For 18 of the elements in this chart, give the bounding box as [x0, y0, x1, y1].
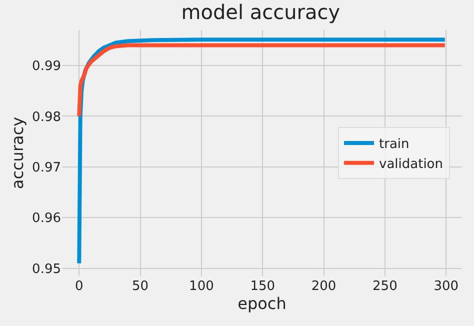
y-tick-label: 0.95	[32, 262, 61, 277]
line-series	[77, 43, 447, 118]
x-tick-label: 50	[132, 279, 149, 294]
legend-label: train	[379, 137, 410, 152]
x-tick-label: 100	[189, 279, 214, 294]
y-tick-label: 0.96	[32, 211, 61, 226]
y-tick-label: 0.99	[32, 59, 61, 74]
x-tick-label: 0	[74, 279, 84, 294]
legend-label: validation	[379, 156, 444, 172]
x-tick-label: 300	[434, 279, 459, 294]
y-tick-label: 0.97	[32, 160, 61, 176]
y-axis-title: accuracy	[8, 116, 27, 190]
x-tick-label: 250	[372, 279, 398, 294]
x-tick-label: 150	[250, 279, 276, 294]
x-tick-label: 200	[311, 279, 336, 294]
y-tick-label: 0.98	[32, 110, 61, 125]
x-axis-title: epoch	[238, 294, 286, 313]
chart-title: model accuracy	[181, 0, 340, 24]
